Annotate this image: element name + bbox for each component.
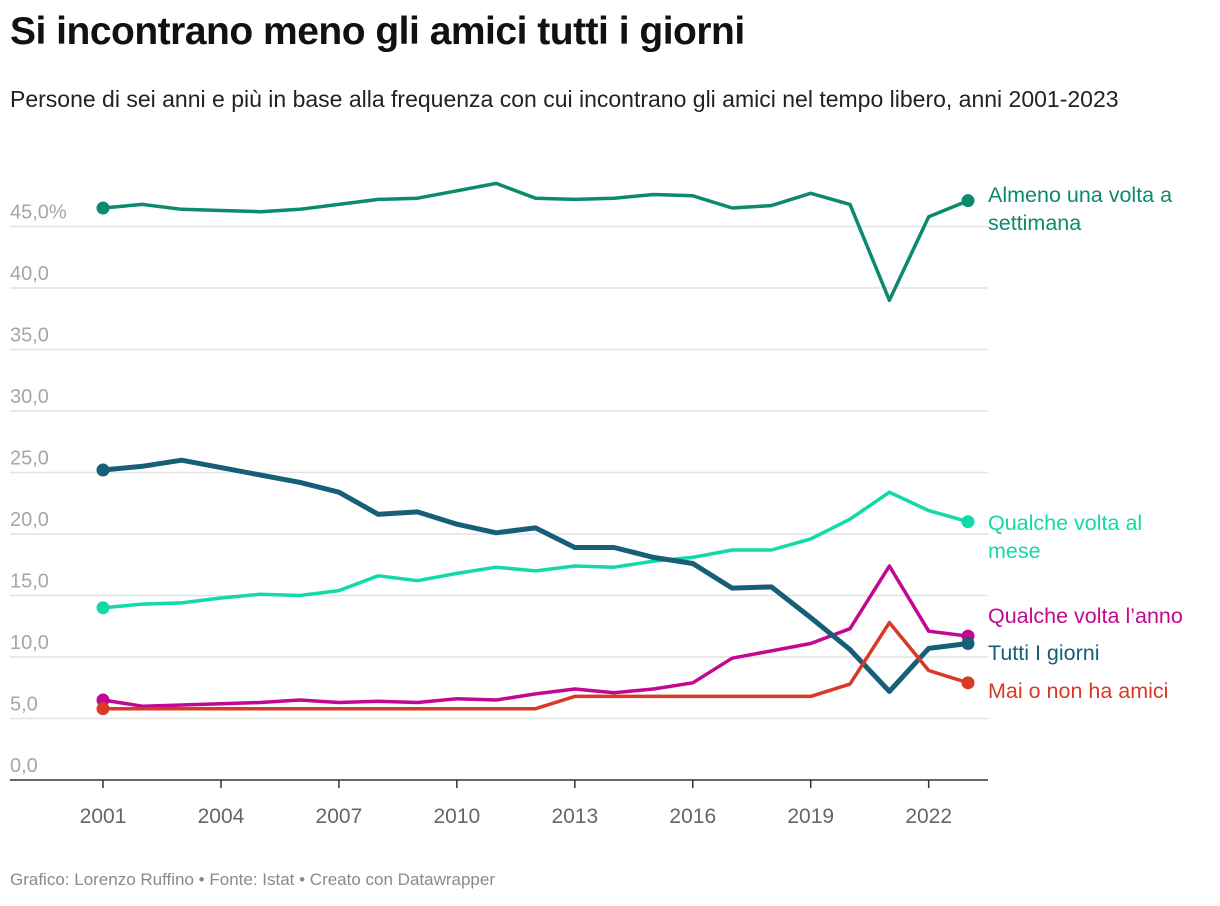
y-tick-label: 30,0 xyxy=(10,386,49,408)
series-line xyxy=(103,492,968,608)
series-start-point xyxy=(97,702,110,715)
series-start-point xyxy=(97,202,110,215)
series-label: Almeno una volta a settimana xyxy=(988,183,1172,235)
series-label: Mai o non ha amici xyxy=(988,679,1168,703)
series-label-line: settimana xyxy=(988,211,1081,235)
series-label: Qualche volta l’anno xyxy=(988,604,1183,628)
y-tick-label: 0,0 xyxy=(10,755,38,777)
series-line xyxy=(103,566,968,706)
x-tick-label: 2001 xyxy=(80,805,127,828)
series-lines xyxy=(97,183,975,715)
y-tick-label: 15,0 xyxy=(10,571,49,593)
line-chart: 0,05,010,015,020,025,030,035,040,045,0% … xyxy=(0,0,1220,860)
series-line xyxy=(103,183,968,300)
series-label: Tutti I giorni xyxy=(988,641,1100,665)
y-tick-label: 45,0% xyxy=(10,202,67,224)
y-tick-label: 35,0 xyxy=(10,325,49,347)
y-tick-label: 20,0 xyxy=(10,509,49,531)
series-label-line: Qualche volta al xyxy=(988,511,1142,535)
series-end-point xyxy=(962,637,975,650)
series-label-line: Tutti I giorni xyxy=(988,641,1100,665)
series-label-line: Almeno una volta a xyxy=(988,183,1172,207)
x-tick-label: 2022 xyxy=(905,805,952,828)
y-tick-label: 10,0 xyxy=(10,632,49,654)
series-label-line: Mai o non ha amici xyxy=(988,679,1168,703)
y-tick-label: 25,0 xyxy=(10,448,49,470)
series-end-point xyxy=(962,194,975,207)
y-tick-label: 5,0 xyxy=(10,694,38,716)
chart-credits: Grafico: Lorenzo Ruffino • Fonte: Istat … xyxy=(10,870,495,890)
x-tick-label: 2013 xyxy=(551,805,598,828)
series-end-point xyxy=(962,515,975,528)
series-start-point xyxy=(97,601,110,614)
x-tick-label: 2007 xyxy=(316,805,363,828)
series-start-point xyxy=(97,464,110,477)
x-axis: 2001 2004 2007 2010 2013 2016 2019 2022 xyxy=(10,780,988,828)
series-labels: Almeno una volta a settimana Qualche volta… xyxy=(988,183,1183,703)
series-label-line: mese xyxy=(988,539,1041,563)
series-label: Qualche volta al mese xyxy=(988,511,1142,563)
series-end-point xyxy=(962,676,975,689)
series-line xyxy=(103,623,968,709)
series-label-line: Qualche volta l’anno xyxy=(988,604,1183,628)
y-tick-label: 40,0 xyxy=(10,263,49,285)
x-tick-label: 2019 xyxy=(787,805,834,828)
x-tick-label: 2016 xyxy=(669,805,716,828)
x-tick-label: 2004 xyxy=(198,805,245,828)
x-tick-label: 2010 xyxy=(434,805,481,828)
